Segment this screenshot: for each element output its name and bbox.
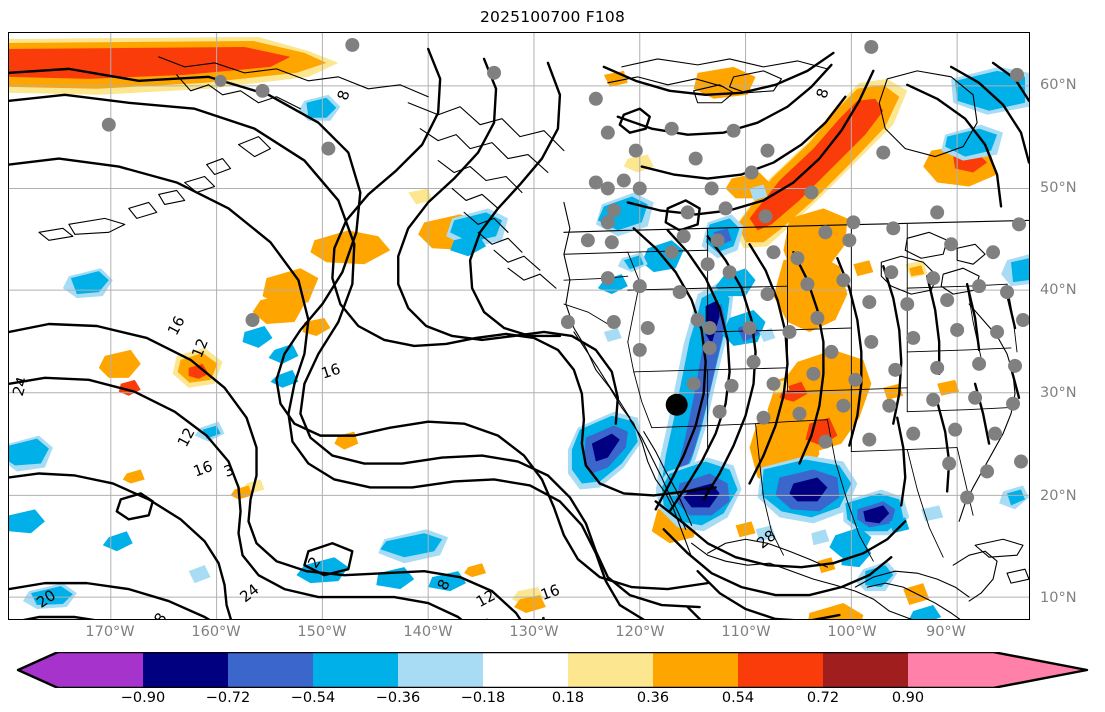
map-svg: 8 8 16 12 16 24 12 16 3 20 8 24 2 8 12 — [9, 33, 1029, 619]
colorbar-swatch-5 — [483, 652, 568, 688]
svg-text:12: 12 — [174, 425, 199, 450]
highlight-dot — [665, 393, 688, 416]
colorbar-swatches — [16, 652, 1089, 688]
colorbar-tick-label-2: −0.54 — [290, 690, 336, 706]
svg-text:16: 16 — [538, 581, 562, 604]
lon-label-120w: 120°W — [615, 624, 665, 640]
shaded-anomaly-layer — [9, 36, 1029, 619]
colorbar-extend-right — [993, 652, 1087, 688]
map-contours — [9, 47, 1029, 619]
lon-label-130w: 130°W — [509, 624, 559, 640]
colorbar-extend-left — [18, 652, 58, 688]
svg-text:16: 16 — [164, 313, 189, 338]
colorbar-tick-label-3: −0.36 — [375, 690, 421, 706]
colorbar-swatch-6 — [568, 652, 653, 688]
colorbar-tick-label-4: −0.18 — [460, 690, 506, 706]
lat-label-20n: 20°N — [1040, 488, 1077, 504]
colorbar-tick-label-0: −0.90 — [120, 690, 166, 706]
lat-label-60n: 60°N — [1040, 77, 1077, 93]
lat-label-40n: 40°N — [1040, 282, 1077, 298]
colorbar-swatch-1 — [143, 652, 228, 688]
colorbar-outline — [16, 652, 1089, 688]
svg-text:12: 12 — [473, 586, 498, 611]
lat-label-30n: 30°N — [1040, 385, 1077, 401]
lon-label-150w: 150°W — [297, 624, 347, 640]
colorbar-swatch-8 — [738, 652, 823, 688]
map-coastlines — [38, 56, 1029, 619]
colorbar-tick-label-8: 0.72 — [806, 690, 840, 706]
svg-text:8: 8 — [150, 610, 170, 619]
svg-text:24: 24 — [9, 375, 31, 398]
map-plot-area[interactable]: 8 8 16 12 16 24 12 16 3 20 8 24 2 8 12 — [8, 32, 1030, 620]
colorbar-swatch-4 — [398, 652, 483, 688]
lat-label-10n: 10°N — [1040, 590, 1077, 606]
colorbar-tick-label-1: −0.72 — [205, 690, 251, 706]
svg-text:3: 3 — [221, 461, 236, 481]
colorbar-swatch-3 — [313, 652, 398, 688]
lon-label-110w: 110°W — [721, 624, 771, 640]
colorbar[interactable]: −0.90 −0.72 −0.54 −0.36 −0.18 0.18 0.36 … — [0, 652, 1105, 712]
colorbar-swatch-0 — [58, 652, 143, 688]
lon-label-160w: 160°W — [191, 624, 241, 640]
colorbar-tick-label-6: 0.36 — [636, 690, 670, 706]
lon-label-90w: 90°W — [925, 624, 967, 640]
colorbar-tick-label-5: 0.18 — [551, 690, 585, 706]
colorbar-swatch-10 — [908, 652, 993, 688]
lon-label-140w: 140°W — [403, 624, 453, 640]
colorbar-swatch-2 — [228, 652, 313, 688]
svg-text:24: 24 — [471, 615, 495, 619]
svg-text:16: 16 — [319, 360, 343, 383]
svg-text:8: 8 — [813, 86, 833, 101]
colorbar-tick-label-7: 0.54 — [721, 690, 755, 706]
colorbar-swatch-7 — [653, 652, 738, 688]
svg-text:16: 16 — [191, 457, 215, 480]
lon-label-170w: 170°W — [85, 624, 135, 640]
lat-label-50n: 50°N — [1040, 180, 1077, 196]
svg-text:12: 12 — [188, 336, 212, 360]
svg-text:24: 24 — [236, 580, 262, 606]
colorbar-tick-label-9: 0.90 — [891, 690, 925, 706]
svg-text:8: 8 — [334, 88, 354, 103]
lon-label-100w: 100°W — [827, 624, 877, 640]
station-dots — [101, 37, 1029, 505]
svg-text:24: 24 — [527, 613, 550, 619]
figure-title: 2025100700 F108 — [479, 8, 626, 26]
colorbar-swatch-9 — [823, 652, 908, 688]
